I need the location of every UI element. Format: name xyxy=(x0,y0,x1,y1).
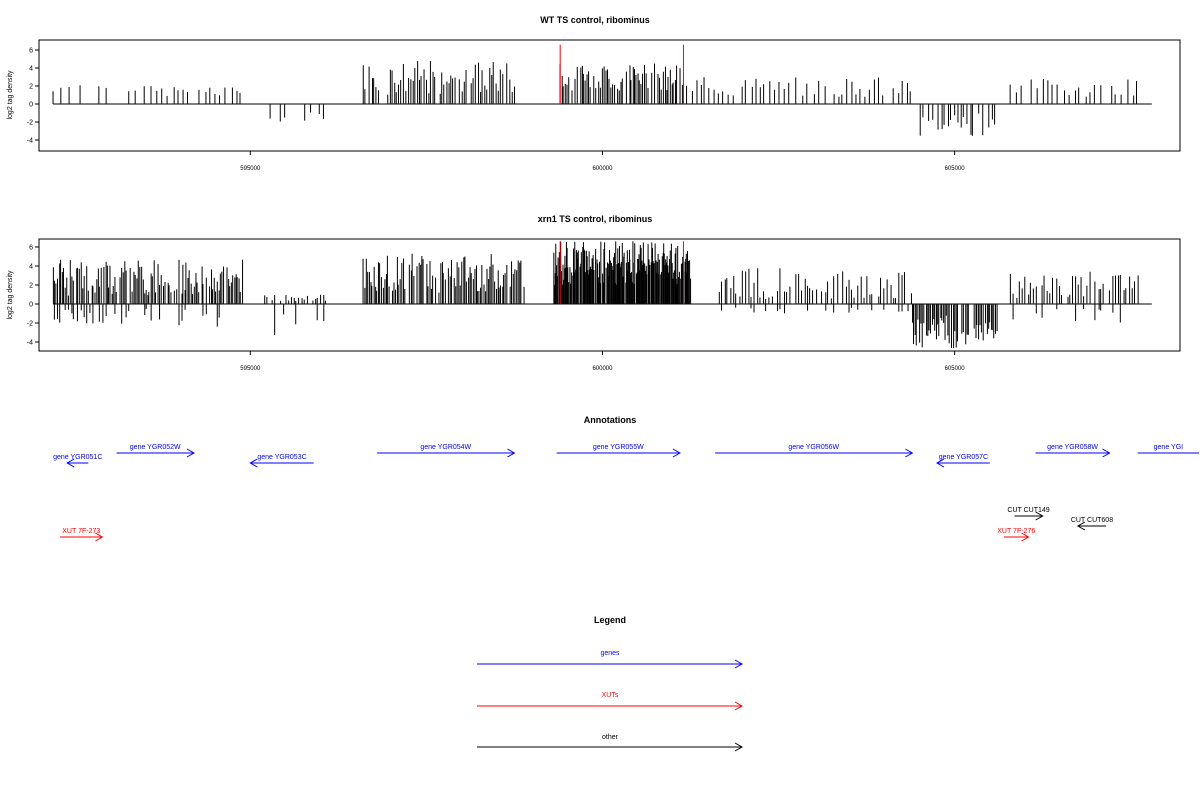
annotation-label: gene YGR056W xyxy=(788,444,839,451)
annotation-feature: gene YGI xyxy=(1137,444,1199,454)
annotation-feature: gene YGR053C xyxy=(249,454,314,468)
ytick-label: 2 xyxy=(29,283,33,290)
annotation-label: gene YGR053C xyxy=(257,454,306,461)
annotation-feature: CUT CUT608 xyxy=(1071,517,1113,531)
wt-track-marks: 6 4 2 0 -2 -4 595000 600000 605000 xyxy=(27,44,1152,172)
annotation-label: CUT CUT608 xyxy=(1071,517,1113,524)
legend-label-genes: genes xyxy=(600,650,620,657)
annotation-feature: XUT 7F-273 xyxy=(60,528,104,542)
legend-title: Legend xyxy=(594,615,626,625)
xrn1-track-frame xyxy=(38,238,1181,352)
annotation-feature: gene YGR056W xyxy=(715,444,914,458)
annotation-arrowhead xyxy=(936,458,945,468)
ytick-label: -4 xyxy=(27,340,33,347)
annotation-feature: gene YGR055W xyxy=(556,444,681,458)
wt-track-frame xyxy=(38,39,1181,152)
annotation-feature: gene YGR051C xyxy=(53,454,102,468)
annotation-feature: gene YGR054W xyxy=(377,444,516,458)
xrn1-track-panel: xrn1 TS control, ribominus log2 tag dens… xyxy=(7,214,1181,372)
ytick-label: 0 xyxy=(29,102,33,109)
ytick-label: 6 xyxy=(29,245,33,252)
xrn1-track-ylabel: log2 tag density xyxy=(7,270,14,320)
ytick-label: 4 xyxy=(29,66,33,73)
xtick-label: 600000 xyxy=(592,166,613,172)
annotation-arrowhead xyxy=(1035,511,1044,521)
annotation-arrowhead xyxy=(672,448,681,458)
annotation-feature: gene YGR058W xyxy=(1035,444,1111,458)
annotation-arrowhead xyxy=(249,458,258,468)
ytick-label: -4 xyxy=(27,138,33,145)
annotation-feature: gene YGR057C xyxy=(936,454,990,468)
legend-label-xuts: XUTs xyxy=(602,692,619,699)
legend-item-genes: genes xyxy=(477,650,744,669)
annotation-features: gene YGR051C gene YGR052W gene YGR053C gene… xyxy=(53,444,1199,542)
xtick-label: 605000 xyxy=(945,366,966,372)
annotation-label: gene YGR054W xyxy=(420,444,471,451)
annotation-label: XUT 7F-276 xyxy=(997,528,1035,535)
annotation-label: gene YGR057C xyxy=(939,454,988,461)
annotations-title: Annotations xyxy=(584,415,637,425)
annotation-feature: gene YGR052W xyxy=(116,444,195,458)
xtick-label: 600000 xyxy=(592,366,613,372)
annotation-label: XUT 7F-273 xyxy=(62,528,100,535)
annotation-arrowhead xyxy=(1021,532,1030,542)
ytick-label: 4 xyxy=(29,264,33,271)
annotation-arrowhead xyxy=(507,448,516,458)
xrn1-track-title: xrn1 TS control, ribominus xyxy=(538,214,653,224)
ytick-label: 2 xyxy=(29,84,33,91)
legend-arrowhead-other xyxy=(734,742,744,752)
xtick-label: 595000 xyxy=(240,366,261,372)
wt-track-ylabel: log2 tag density xyxy=(7,70,14,120)
xrn1-track-marks: 6 4 2 0 -2 -4 595000 600000 605000 xyxy=(27,241,1152,372)
legend-item-other: other xyxy=(477,734,744,752)
annotation-feature: XUT 7F-276 xyxy=(997,528,1035,542)
annotation-label: gene YGI xyxy=(1154,444,1184,451)
annotation-arrowhead xyxy=(1076,521,1086,531)
annotation-label: gene YGR052W xyxy=(130,444,181,451)
legend: Legend genes XUTs other xyxy=(477,615,744,752)
legend-label-other: other xyxy=(602,734,619,741)
annotation-label: CUT CUT149 xyxy=(1007,507,1049,514)
legend-item-xuts: XUTs xyxy=(477,692,744,711)
xtick-label: 595000 xyxy=(240,166,261,172)
ytick-label: 0 xyxy=(29,302,33,309)
ytick-label: -2 xyxy=(27,120,33,127)
annotation-arrowhead xyxy=(1102,448,1111,458)
annotation-arrowhead xyxy=(905,448,914,458)
annotation-label: gene YGR051C xyxy=(53,454,102,461)
annotation-label: gene YGR058W xyxy=(1047,444,1098,451)
annotation-arrowhead xyxy=(95,532,104,542)
legend-arrowhead-genes xyxy=(734,659,744,669)
annotation-arrowhead xyxy=(186,448,195,458)
ytick-label: 6 xyxy=(29,48,33,55)
annotation-arrowhead xyxy=(66,458,75,468)
xtick-label: 605000 xyxy=(945,166,966,172)
annotation-label: gene YGR055W xyxy=(593,444,644,451)
wt-track-panel: WT TS control, ribominus log2 tag densit… xyxy=(7,15,1181,172)
annotation-feature: CUT CUT149 xyxy=(1007,507,1050,521)
legend-arrowhead-xuts xyxy=(734,701,744,711)
wt-track-title: WT TS control, ribominus xyxy=(540,15,650,25)
ytick-label: -2 xyxy=(27,321,33,328)
